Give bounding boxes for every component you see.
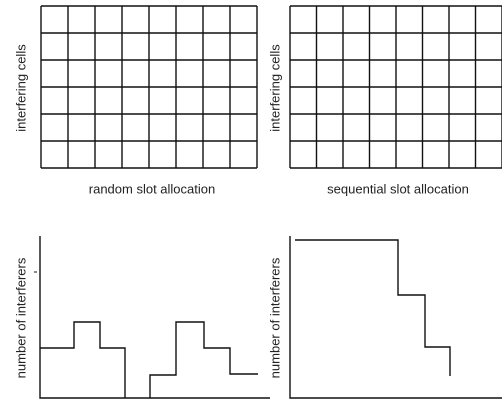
staircase (149, 321, 258, 398)
y-label: number of interferers (13, 257, 28, 378)
y-label: interfering cells (267, 44, 282, 132)
axes (39, 236, 270, 399)
staircase (295, 239, 451, 376)
y-label: number of interferers (267, 257, 282, 378)
caption: sequential slot allocation (327, 181, 469, 196)
caption: random slot allocation (89, 181, 215, 196)
cell-grid (40, 5, 258, 169)
staircase (40, 321, 126, 398)
axes (289, 236, 502, 399)
cell-grid (289, 5, 502, 169)
y-label: interfering cells (13, 44, 28, 132)
